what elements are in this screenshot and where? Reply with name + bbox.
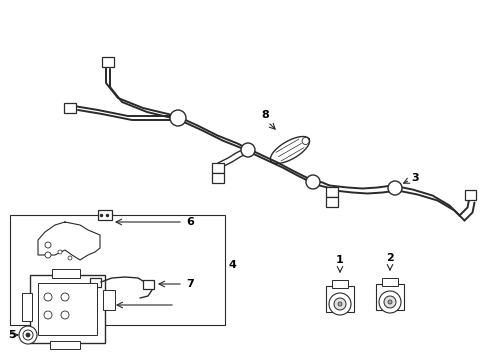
Text: 6: 6 (185, 217, 194, 227)
Bar (325, 286, 353, 312)
Text: 4: 4 (227, 260, 235, 270)
Circle shape (19, 326, 37, 344)
Circle shape (58, 250, 62, 254)
Bar (89, 278, 101, 287)
Bar (102, 57, 114, 67)
Text: 2: 2 (386, 253, 393, 263)
Bar (212, 173, 224, 183)
Bar (325, 187, 337, 197)
Bar (325, 197, 337, 207)
Bar (10, 215, 224, 325)
Bar (98, 210, 112, 220)
Bar (50, 341, 80, 349)
Circle shape (328, 293, 350, 315)
Bar (22, 293, 32, 321)
Bar (30, 275, 105, 343)
Circle shape (23, 330, 33, 340)
Text: 7: 7 (186, 279, 193, 289)
Circle shape (387, 181, 401, 195)
Bar (375, 284, 403, 310)
Bar (381, 278, 397, 286)
Circle shape (68, 256, 72, 260)
Circle shape (44, 311, 52, 319)
Circle shape (61, 293, 69, 301)
Circle shape (61, 311, 69, 319)
Circle shape (378, 291, 400, 313)
Circle shape (26, 333, 30, 337)
Circle shape (170, 110, 185, 126)
Bar (464, 190, 474, 200)
Circle shape (45, 242, 51, 248)
Polygon shape (38, 222, 100, 260)
Bar (64, 103, 76, 113)
Circle shape (241, 143, 254, 157)
Circle shape (302, 138, 308, 144)
Circle shape (387, 300, 391, 304)
Bar (331, 280, 347, 288)
Bar (52, 269, 80, 278)
Text: 1: 1 (335, 255, 343, 265)
Text: 8: 8 (261, 110, 268, 120)
Bar (142, 279, 153, 288)
Circle shape (45, 252, 51, 258)
Circle shape (44, 293, 52, 301)
Bar (212, 163, 224, 173)
Circle shape (333, 298, 346, 310)
Text: 5: 5 (8, 330, 16, 340)
Circle shape (383, 296, 395, 308)
Bar (103, 290, 115, 310)
Circle shape (305, 175, 319, 189)
Circle shape (337, 302, 341, 306)
Text: 3: 3 (410, 173, 418, 183)
Bar (38, 283, 97, 335)
